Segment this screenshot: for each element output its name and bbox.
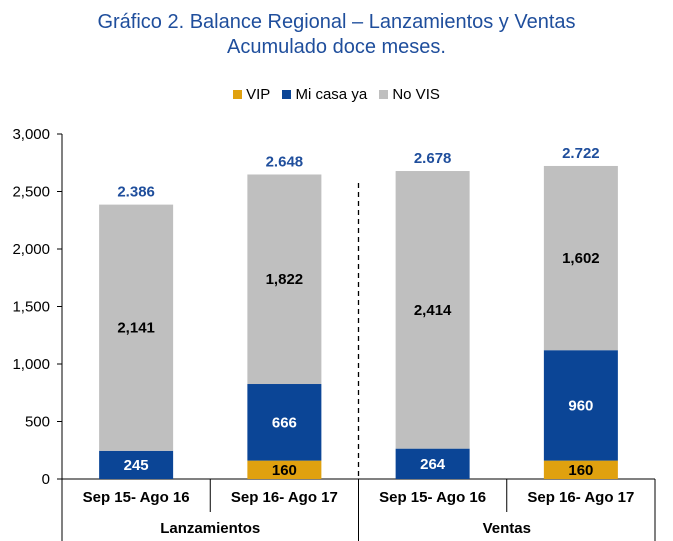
legend-label-vip: VIP xyxy=(246,86,271,103)
chart-title: Gráfico 2. Balance Regional – Lanzamient… xyxy=(0,10,673,60)
data-label: 264 xyxy=(420,456,446,473)
chart-title-line1: Gráfico 2. Balance Regional – Lanzamient… xyxy=(97,11,576,33)
legend-item-mi-casa-ya: Mi casa ya xyxy=(282,86,367,103)
bar-segment xyxy=(543,460,618,479)
bar-segment xyxy=(247,384,322,461)
x-tick-label: Sep 16- Ago 17 xyxy=(231,489,338,506)
legend-label-mi-casa-ya: Mi casa ya xyxy=(295,86,368,103)
total-label: 2.678 xyxy=(414,150,452,167)
data-label: 960 xyxy=(568,397,593,414)
total-label: 2.648 xyxy=(266,153,304,170)
legend: VIP Mi casa ya No VIS xyxy=(0,86,673,103)
bar-segment xyxy=(247,174,322,385)
data-label: 160 xyxy=(568,462,593,479)
y-tick-label: 1,500 xyxy=(12,299,50,316)
data-label: 2,141 xyxy=(117,320,155,337)
data-label: 1,822 xyxy=(266,271,304,288)
legend-swatch-mi-casa-ya xyxy=(282,90,292,99)
data-label: 2,414 xyxy=(414,302,452,319)
total-label: 2.386 xyxy=(117,184,155,201)
y-tick-label: 500 xyxy=(25,414,50,431)
x-tick-label: Sep 16- Ago 17 xyxy=(527,489,634,506)
bar-segment xyxy=(395,171,470,449)
bar-segment xyxy=(99,450,174,479)
data-label: 1,602 xyxy=(562,250,600,267)
legend-swatch-no-vis xyxy=(379,90,389,99)
total-label: 2.722 xyxy=(562,145,600,162)
bar-segment xyxy=(99,204,174,451)
legend-label-no-vis: No VIS xyxy=(392,86,440,103)
x-tick-label: Sep 15- Ago 16 xyxy=(83,489,190,506)
bar-segment xyxy=(543,165,618,351)
data-label: 245 xyxy=(124,457,149,474)
bar-segment xyxy=(247,460,322,479)
x-group-label: Ventas xyxy=(483,520,531,537)
legend-item-vip: VIP xyxy=(233,86,270,103)
y-tick-label: 2,500 xyxy=(12,184,50,201)
data-label: 160 xyxy=(272,462,297,479)
x-tick-label: Sep 15- Ago 16 xyxy=(379,489,486,506)
bar-segment xyxy=(395,448,470,479)
data-label: 666 xyxy=(272,414,297,431)
bar-segment xyxy=(543,350,618,461)
y-tick-label: 2,000 xyxy=(12,241,50,258)
chart-subtitle: Acumulado doce meses. xyxy=(226,36,446,58)
y-tick-label: 1,000 xyxy=(12,356,50,373)
y-tick-label: 0 xyxy=(42,471,50,488)
legend-item-no-vis: No VIS xyxy=(379,86,440,103)
x-group-label: Lanzamientos xyxy=(160,520,260,537)
y-tick-label: 3,000 xyxy=(12,126,50,143)
legend-swatch-vip xyxy=(233,90,243,99)
